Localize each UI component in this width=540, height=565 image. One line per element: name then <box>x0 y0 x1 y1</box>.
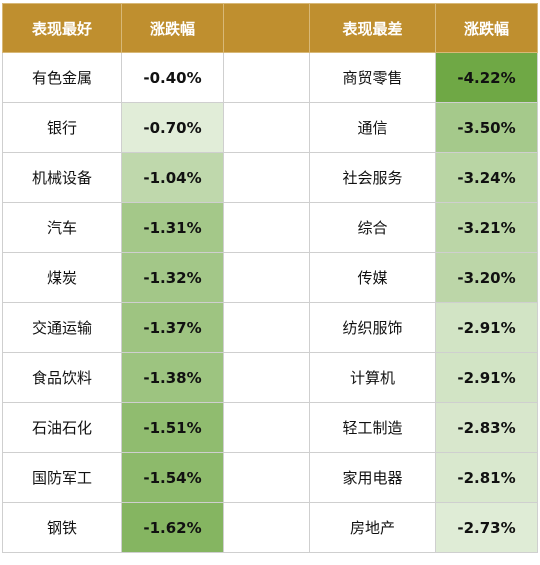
sector-performance-table: 表现最好 涨跌幅 表现最差 涨跌幅 有色金属 -0.40% 商贸零售 -4.22% 银行… <box>2 3 538 553</box>
worst-sector-change: -2.83% <box>435 402 538 453</box>
best-sector-name: 汽车 <box>2 202 122 253</box>
best-sector-change: -1.54% <box>121 452 224 503</box>
worst-sector-change: -3.24% <box>435 152 538 203</box>
table-row: 钢铁 -1.62% 房地产 -2.73% <box>2 502 538 553</box>
worst-sector-name: 综合 <box>309 202 436 253</box>
worst-sector-change: -2.73% <box>435 502 538 553</box>
header-best: 表现最好 <box>2 3 122 53</box>
best-sector-name: 国防军工 <box>2 452 122 503</box>
spacer-cell <box>223 152 310 203</box>
worst-sector-change: -3.21% <box>435 202 538 253</box>
worst-sector-name: 计算机 <box>309 352 436 403</box>
table-row: 国防军工 -1.54% 家用电器 -2.81% <box>2 452 538 503</box>
best-sector-change: -1.62% <box>121 502 224 553</box>
header-worst: 表现最差 <box>309 3 436 53</box>
table-row: 交通运输 -1.37% 纺织服饰 -2.91% <box>2 302 538 353</box>
best-sector-name: 石油石化 <box>2 402 122 453</box>
worst-sector-change: -2.91% <box>435 302 538 353</box>
best-sector-name: 交通运输 <box>2 302 122 353</box>
table-row: 机械设备 -1.04% 社会服务 -3.24% <box>2 152 538 203</box>
worst-sector-change: -3.50% <box>435 102 538 153</box>
header-change-right: 涨跌幅 <box>435 3 538 53</box>
best-sector-name: 银行 <box>2 102 122 153</box>
spacer-cell <box>223 252 310 303</box>
worst-sector-change: -2.91% <box>435 352 538 403</box>
table-row: 银行 -0.70% 通信 -3.50% <box>2 102 538 153</box>
header-change-left: 涨跌幅 <box>121 3 224 53</box>
best-sector-name: 机械设备 <box>2 152 122 203</box>
best-sector-change: -1.31% <box>121 202 224 253</box>
worst-sector-name: 家用电器 <box>309 452 436 503</box>
spacer-cell <box>223 352 310 403</box>
table-row: 汽车 -1.31% 综合 -3.21% <box>2 202 538 253</box>
best-sector-change: -1.51% <box>121 402 224 453</box>
worst-sector-name: 房地产 <box>309 502 436 553</box>
spacer-cell <box>223 452 310 503</box>
best-sector-name: 钢铁 <box>2 502 122 553</box>
table-row: 石油石化 -1.51% 轻工制造 -2.83% <box>2 402 538 453</box>
worst-sector-name: 商贸零售 <box>309 52 436 103</box>
spacer-cell <box>223 402 310 453</box>
best-sector-change: -0.70% <box>121 102 224 153</box>
worst-sector-name: 通信 <box>309 102 436 153</box>
table-row: 有色金属 -0.40% 商贸零售 -4.22% <box>2 52 538 103</box>
table-row: 煤炭 -1.32% 传媒 -3.20% <box>2 252 538 303</box>
header-row: 表现最好 涨跌幅 表现最差 涨跌幅 <box>2 3 538 53</box>
worst-sector-name: 传媒 <box>309 252 436 303</box>
best-sector-change: -1.37% <box>121 302 224 353</box>
spacer-cell <box>223 52 310 103</box>
best-sector-change: -1.32% <box>121 252 224 303</box>
worst-sector-name: 纺织服饰 <box>309 302 436 353</box>
table-body: 有色金属 -0.40% 商贸零售 -4.22% 银行 -0.70% 通信 -3.50% 机械设备… <box>2 52 538 553</box>
best-sector-change: -0.40% <box>121 52 224 103</box>
best-sector-name: 食品饮料 <box>2 352 122 403</box>
best-sector-change: -1.38% <box>121 352 224 403</box>
best-sector-change: -1.04% <box>121 152 224 203</box>
spacer-cell <box>223 502 310 553</box>
table-row: 食品饮料 -1.38% 计算机 -2.91% <box>2 352 538 403</box>
header-spacer <box>223 3 310 53</box>
best-sector-name: 煤炭 <box>2 252 122 303</box>
worst-sector-change: -2.81% <box>435 452 538 503</box>
worst-sector-name: 社会服务 <box>309 152 436 203</box>
worst-sector-name: 轻工制造 <box>309 402 436 453</box>
best-sector-name: 有色金属 <box>2 52 122 103</box>
spacer-cell <box>223 102 310 153</box>
worst-sector-change: -3.20% <box>435 252 538 303</box>
spacer-cell <box>223 302 310 353</box>
spacer-cell <box>223 202 310 253</box>
worst-sector-change: -4.22% <box>435 52 538 103</box>
